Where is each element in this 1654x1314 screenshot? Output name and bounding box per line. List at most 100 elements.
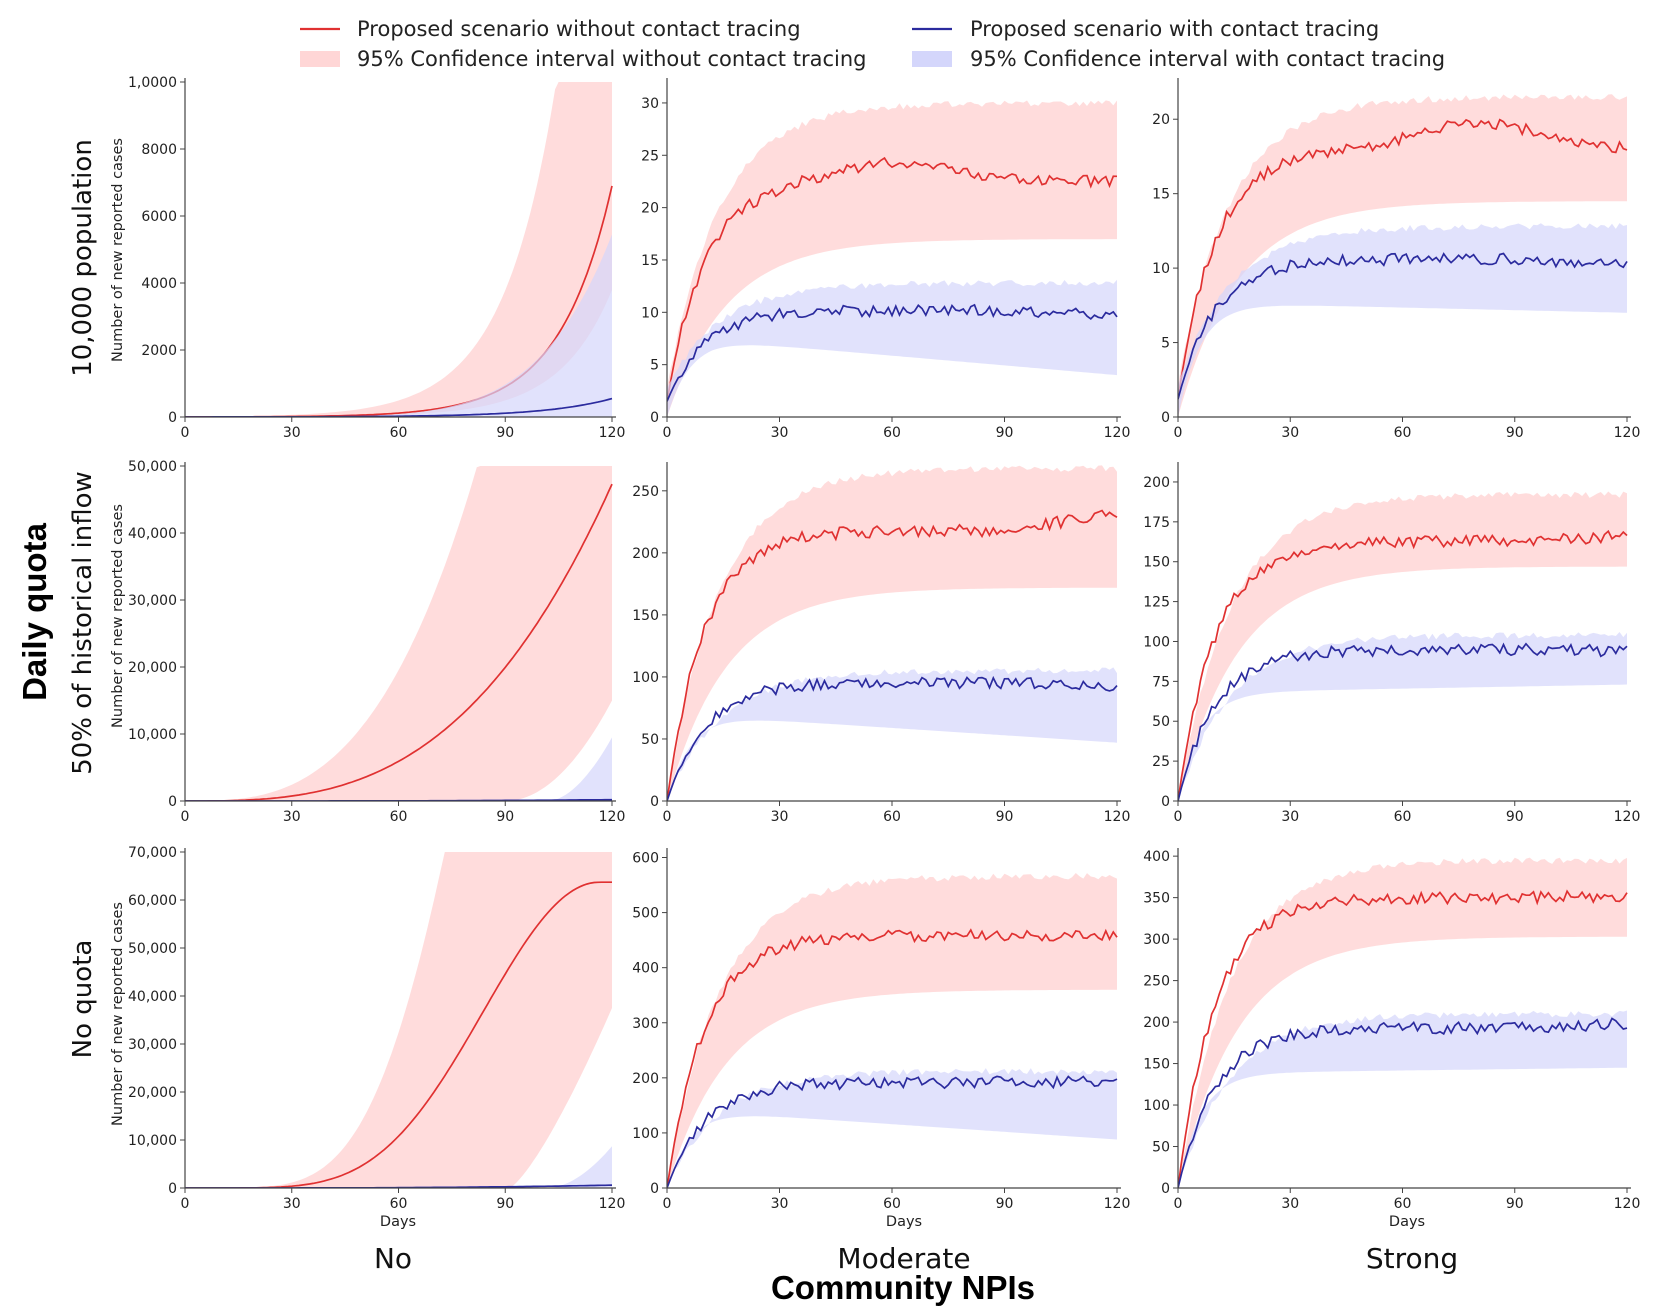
y-tick-label: 10,000 — [128, 1133, 177, 1149]
y-tick-label: 70,000 — [128, 845, 177, 861]
legend-blue-line-label: Proposed scenario with contact tracing — [970, 17, 1379, 41]
y-tick-label: 400 — [632, 961, 659, 977]
ci-band-with-tracing — [185, 234, 612, 417]
x-axis-title-col-2: Days — [886, 1214, 922, 1230]
ci-band-without-tracing — [1178, 491, 1627, 801]
x-tick-label: 30 — [1281, 425, 1299, 441]
x-tick-label: 0 — [1174, 809, 1183, 825]
x-axis-title-col-3: Days — [1389, 1214, 1425, 1230]
y-axis-title-row-3: Number of new reported cases — [110, 902, 126, 1126]
y-tick-label: 150 — [1143, 1057, 1170, 1073]
x-tick-label: 30 — [1281, 809, 1299, 825]
plot-area — [185, 82, 613, 417]
col-label-no: No — [374, 1242, 412, 1275]
series-line-without-tracing — [667, 928, 1118, 1188]
x-tick-label: 120 — [1104, 1196, 1131, 1212]
x-tick-label: 30 — [1281, 1196, 1299, 1212]
panel-r1-c1: 0 30 60 90 120 0 2000 4000 6000 8000 1,0000 — [128, 75, 625, 441]
y-tick-label: 0 — [168, 410, 177, 426]
x-tick-label: 90 — [496, 809, 514, 825]
y-tick-label: 500 — [632, 906, 659, 922]
y-tick-label: 0 — [1161, 1181, 1170, 1197]
y-tick-label: 5 — [1161, 336, 1170, 352]
series-line-with-tracing — [1178, 252, 1628, 400]
y-axis-title-row-1: Number of new reported cases — [110, 138, 126, 362]
x-tick-label: 120 — [1614, 425, 1641, 441]
ci-band-with-tracing — [185, 737, 612, 801]
y-tick-label: 175 — [1143, 515, 1170, 531]
x-tick-label: 0 — [663, 1196, 672, 1212]
x-tick-label: 0 — [181, 1196, 190, 1212]
y-tick-label: 30,000 — [128, 1037, 177, 1053]
ci-band-without-tracing — [1178, 857, 1627, 1188]
series-line-with-tracing — [667, 1074, 1118, 1188]
x-tick-label: 90 — [996, 809, 1014, 825]
legend-red-band-swatch — [300, 51, 340, 67]
x-tick-label: 30 — [771, 425, 789, 441]
y-tick-label: 250 — [632, 484, 659, 500]
panel-r1-c2: 0 30 60 90 120 0 5 10 15 20 25 30 — [641, 78, 1130, 441]
y-tick-label: 200 — [632, 1071, 659, 1087]
col-label-moderate: Moderate — [837, 1242, 970, 1275]
y-tick-label: 50 — [1152, 714, 1170, 730]
plot-area — [185, 852, 613, 1188]
ci-band-with-tracing — [667, 667, 1117, 801]
y-tick-label: 0 — [1161, 410, 1170, 426]
ci-band-without-tracing — [185, 852, 612, 1188]
y-tick-label: 6000 — [141, 209, 177, 225]
series-line-without-tracing — [1178, 118, 1628, 400]
y-tick-label: 0 — [650, 1181, 659, 1197]
x-tick-label: 60 — [883, 425, 901, 441]
y-tick-label: 20 — [1152, 112, 1170, 128]
x-tick-label: 0 — [181, 809, 190, 825]
plot-area — [1178, 491, 1628, 801]
y-tick-label: 100 — [1143, 634, 1170, 650]
x-tick-label: 120 — [1104, 425, 1131, 441]
x-tick-label: 120 — [1614, 809, 1641, 825]
y-tick-label: 30 — [641, 96, 659, 112]
x-tick-label: 60 — [883, 809, 901, 825]
y-tick-label: 4000 — [141, 276, 177, 292]
legend: Proposed scenario without contact tracin… — [300, 17, 1445, 71]
x-tick-label: 30 — [283, 1196, 301, 1212]
series-line-without-tracing — [1178, 889, 1628, 1188]
y-tick-label: 200 — [1143, 1015, 1170, 1031]
x-tick-label: 30 — [283, 425, 301, 441]
x-tick-label: 0 — [663, 425, 672, 441]
panel-r3-c3: 0 30 60 90 120 0 50 100 150 200 250 300 350 400 — [1143, 848, 1640, 1212]
ci-band-with-tracing — [1178, 632, 1627, 801]
y-tick-label: 300 — [1143, 932, 1170, 948]
panel-r3-c1: 0 30 60 90 120 0 10,000 20,000 30,000 40,000 50,00… — [128, 845, 625, 1212]
y-tick-label: 0 — [1161, 794, 1170, 810]
y-tick-label: 50,000 — [128, 459, 177, 475]
series-line-without-tracing — [667, 156, 1118, 402]
series-line-with-tracing — [1178, 642, 1628, 801]
y-tick-label: 200 — [1143, 475, 1170, 491]
x-axis-title-col-1: Days — [380, 1214, 416, 1230]
x-tick-label: 120 — [1614, 1196, 1641, 1212]
row-label-3: No quota — [68, 940, 98, 1059]
y-tick-label: 50,000 — [128, 941, 177, 957]
panel-r2-c2: 0 30 60 90 120 0 50 100 150 200 250 — [632, 462, 1130, 825]
plot-area — [667, 873, 1118, 1188]
x-tick-label: 120 — [1104, 809, 1131, 825]
y-tick-label: 100 — [632, 670, 659, 686]
y-tick-label: 25 — [641, 148, 659, 164]
panel-r1-c3: 0 30 60 90 120 0 5 10 15 20 — [1152, 78, 1640, 441]
x-tick-label: 60 — [1394, 425, 1412, 441]
x-tick-label: 0 — [1174, 1196, 1183, 1212]
ci-band-without-tracing — [185, 82, 612, 417]
series-line-with-tracing — [1178, 1017, 1628, 1188]
y-tick-label: 150 — [1143, 555, 1170, 571]
x-tick-label: 30 — [771, 1196, 789, 1212]
ci-band-with-tracing — [667, 1068, 1117, 1188]
y-tick-label: 200 — [632, 546, 659, 562]
x-tick-label: 0 — [663, 809, 672, 825]
y-tick-label: 100 — [632, 1126, 659, 1142]
ci-band-without-tracing — [1178, 94, 1627, 417]
y-tick-label: 100 — [1143, 1098, 1170, 1114]
x-tick-label: 120 — [599, 425, 626, 441]
ci-band-with-tracing — [185, 1146, 612, 1188]
ci-band-with-tracing — [1178, 223, 1627, 417]
plot-area — [1178, 94, 1628, 417]
